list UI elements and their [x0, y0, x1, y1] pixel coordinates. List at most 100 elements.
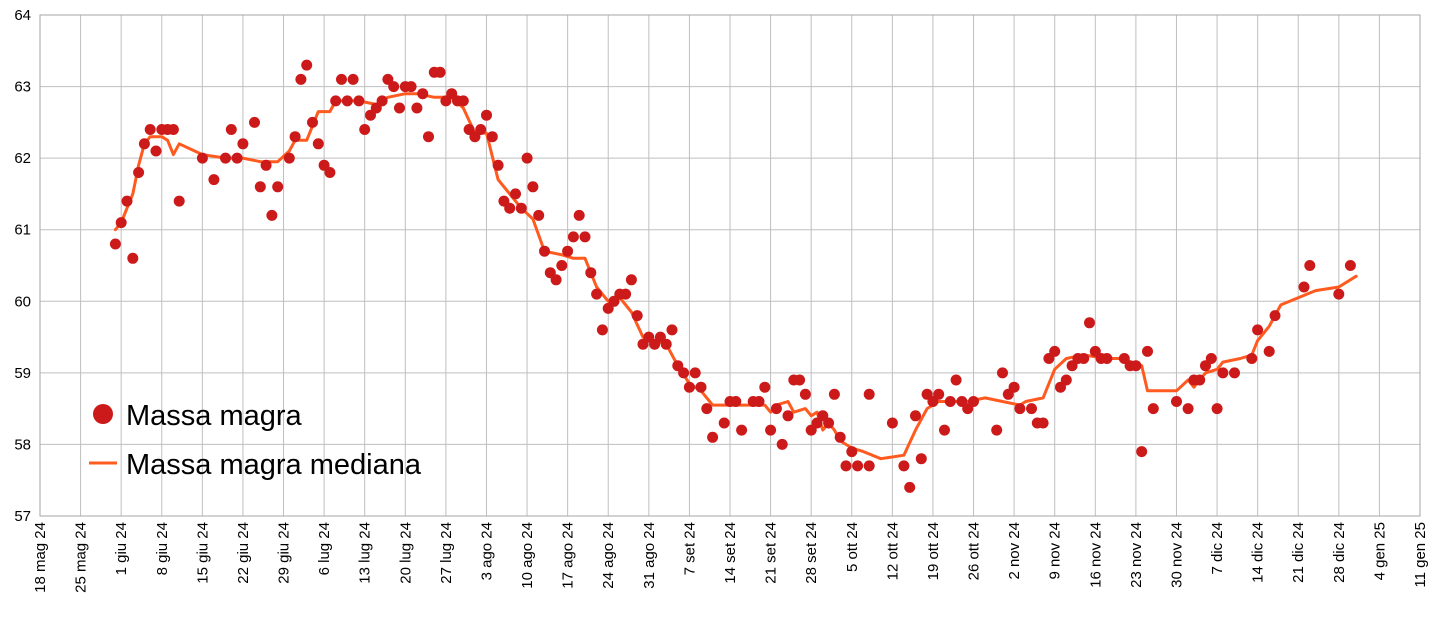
- point-massa-magra: [944, 396, 956, 407]
- point-massa-magra: [138, 138, 150, 150]
- point-massa-magra: [353, 95, 365, 107]
- point-massa-magra: [115, 217, 127, 229]
- point-massa-magra: [301, 59, 313, 71]
- x-tick-label: 24 ago 24: [600, 522, 617, 589]
- point-massa-magra: [324, 167, 336, 178]
- point-massa-magra: [533, 209, 545, 221]
- point-massa-magra: [782, 410, 794, 422]
- x-tick-label: 12 ott 24: [884, 522, 901, 580]
- point-massa-magra: [1136, 446, 1148, 458]
- point-massa-magra: [1130, 360, 1142, 372]
- point-massa-magra: [272, 181, 284, 193]
- point-massa-magra: [591, 288, 603, 300]
- point-massa-magra: [695, 381, 707, 393]
- point-massa-magra: [1014, 403, 1026, 415]
- point-massa-magra: [539, 245, 550, 257]
- point-massa-magra: [411, 102, 423, 114]
- y-axis-tick-labels: 57 58 59 60 61 62 63 64: [14, 7, 31, 525]
- x-tick-label: 21 dic 24: [1290, 522, 1307, 583]
- point-massa-magra: [736, 424, 748, 436]
- x-tick-label: 18 mag 24: [32, 522, 49, 593]
- point-massa-magra: [121, 195, 133, 207]
- x-tick-label: 26 ott 24: [966, 522, 983, 580]
- point-massa-magra: [1049, 345, 1061, 357]
- point-massa-magra: [730, 396, 742, 407]
- point-massa-magra: [231, 152, 243, 164]
- point-massa-magra: [863, 388, 875, 400]
- point-massa-magra: [167, 124, 179, 135]
- y-tick-label: 63: [14, 79, 31, 96]
- point-massa-magra: [1252, 324, 1264, 336]
- x-tick-label: 8 giu 24: [154, 522, 171, 575]
- point-massa-magra: [1333, 288, 1345, 300]
- point-massa-magra: [1078, 353, 1090, 364]
- y-tick-label: 60: [14, 293, 31, 310]
- x-tick-label: 21 set 24: [763, 522, 780, 584]
- x-tick-label: 22 giu 24: [235, 522, 252, 584]
- point-massa-magra: [1037, 417, 1049, 429]
- point-massa-magra: [254, 181, 266, 193]
- point-massa-magra: [550, 274, 562, 286]
- point-massa-magra: [759, 381, 771, 393]
- point-massa-magra: [776, 438, 788, 450]
- point-massa-magra: [1229, 367, 1240, 379]
- point-massa-magra: [359, 124, 371, 135]
- point-massa-magra: [770, 403, 782, 415]
- x-tick-label: 1 giu 24: [113, 522, 130, 575]
- point-massa-magra: [1205, 353, 1217, 364]
- point-massa-magra: [515, 202, 527, 214]
- point-massa-magra: [1008, 381, 1020, 393]
- x-tick-label: 29 giu 24: [276, 522, 293, 584]
- point-massa-magra: [1194, 374, 1206, 386]
- legend-label-massa-magra: Massa magra: [126, 400, 303, 432]
- point-massa-magra: [208, 174, 220, 186]
- point-massa-magra: [968, 396, 979, 407]
- point-massa-magra: [527, 181, 539, 193]
- x-tick-label: 3 ago 24: [478, 522, 495, 580]
- x-tick-label: 17 ago 24: [560, 522, 577, 589]
- point-massa-magra: [504, 202, 516, 214]
- point-massa-magra: [260, 159, 272, 171]
- point-massa-magra: [127, 252, 139, 264]
- x-tick-label: 6 lug 24: [316, 522, 333, 575]
- point-massa-magra: [388, 81, 400, 93]
- point-massa-magra: [631, 310, 643, 322]
- legend-marker-massa-magra: [93, 404, 113, 424]
- x-tick-label: 10 ago 24: [519, 522, 536, 589]
- x-tick-label: 5 ott 24: [844, 522, 861, 572]
- horizontal-gridlines: [40, 14, 1420, 517]
- point-massa-magra: [376, 95, 388, 107]
- point-massa-magra: [521, 152, 533, 164]
- x-tick-label: 28 dic 24: [1331, 522, 1348, 583]
- point-massa-magra: [562, 245, 574, 257]
- point-massa-magra: [283, 152, 295, 164]
- y-tick-label: 57: [14, 508, 31, 525]
- point-massa-magra: [1084, 317, 1095, 329]
- point-massa-magra: [1298, 281, 1310, 293]
- point-massa-magra: [666, 324, 678, 336]
- point-massa-magra: [852, 460, 864, 472]
- x-tick-label: 15 giu 24: [194, 522, 211, 584]
- x-tick-label: 25 mag 24: [73, 522, 90, 593]
- point-massa-magra: [840, 460, 852, 472]
- point-massa-magra: [625, 274, 637, 286]
- x-tick-label: 14 set 24: [722, 522, 739, 584]
- point-massa-magra: [939, 424, 950, 436]
- point-massa-magra: [834, 431, 846, 443]
- point-massa-magra: [846, 446, 858, 458]
- x-tick-label: 13 lug 24: [357, 522, 374, 584]
- point-massa-magra: [1060, 374, 1072, 386]
- point-massa-magra: [828, 388, 840, 400]
- y-tick-label: 62: [14, 150, 31, 167]
- point-massa-magra: [1026, 403, 1037, 415]
- point-massa-magra: [997, 367, 1008, 379]
- x-tick-label: 2 nov 24: [1006, 522, 1023, 580]
- point-massa-magra: [1147, 403, 1159, 415]
- x-tick-label: 19 ott 24: [925, 522, 942, 580]
- x-tick-label: 23 nov 24: [1128, 522, 1145, 588]
- point-massa-magra: [237, 138, 249, 150]
- point-massa-magra: [1182, 403, 1194, 415]
- point-massa-magra: [579, 231, 591, 243]
- point-massa-magra: [423, 131, 434, 143]
- point-massa-magra: [707, 431, 719, 443]
